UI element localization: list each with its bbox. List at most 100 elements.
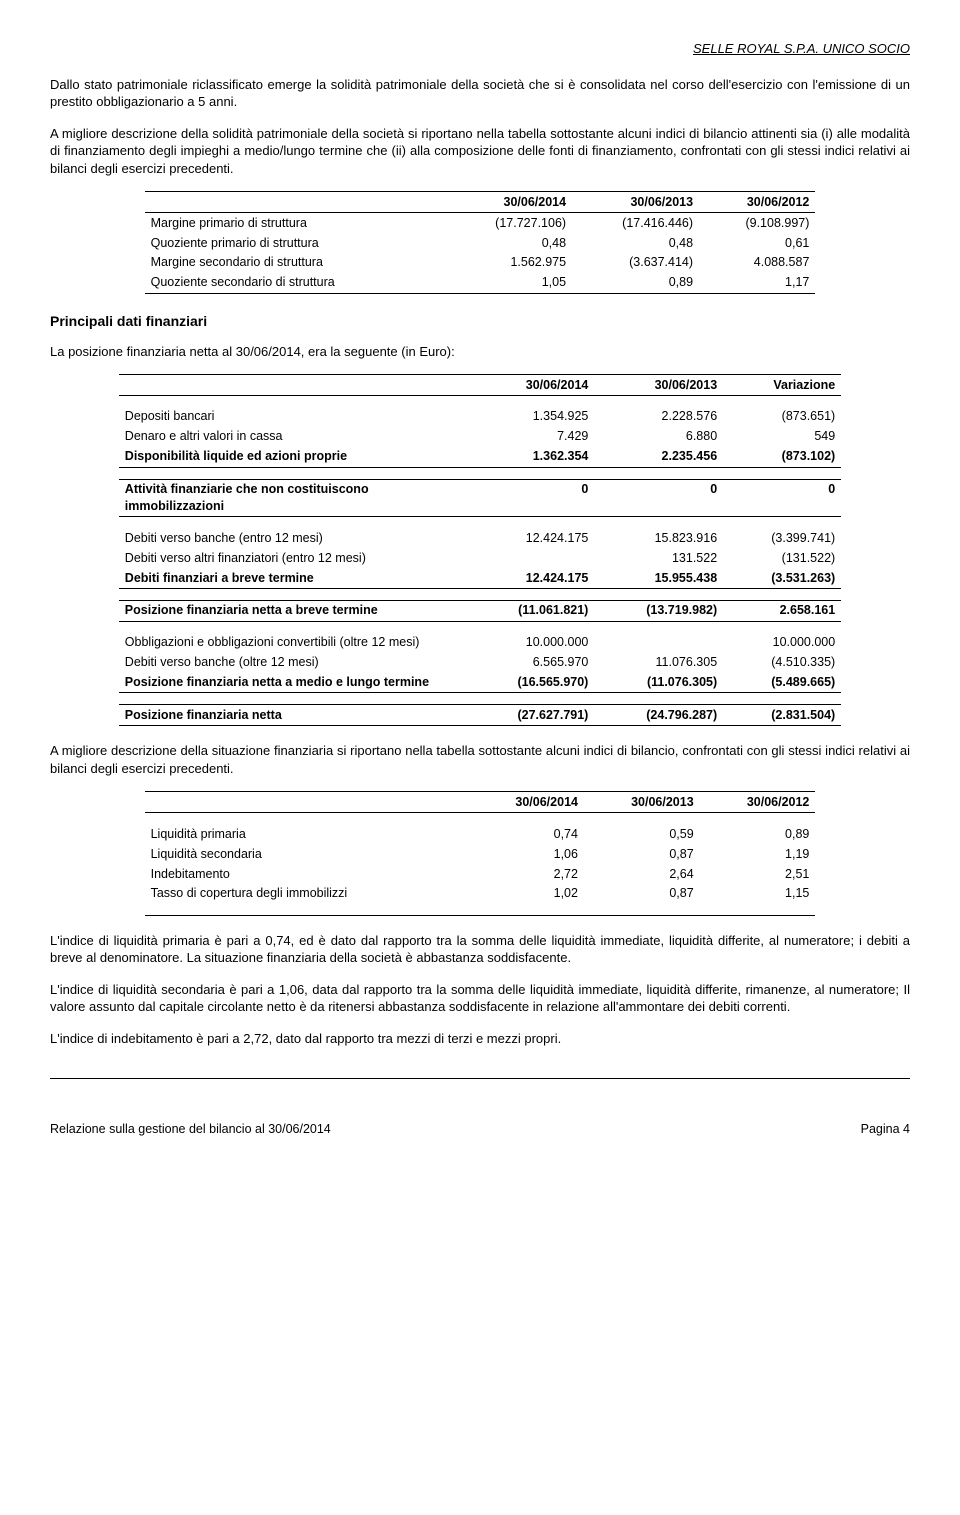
t1-r3a: 1.562.975 bbox=[445, 253, 572, 273]
t2-r8c: 2.658.161 bbox=[723, 600, 841, 621]
t3-r3a: 2,72 bbox=[468, 864, 584, 884]
t2-r1l: Depositi bancari bbox=[119, 407, 466, 427]
t2-r2b: 6.880 bbox=[594, 427, 723, 447]
t3-r4a: 1,02 bbox=[468, 884, 584, 904]
t3-h1: 30/06/2014 bbox=[468, 792, 584, 813]
t2-h2: 30/06/2013 bbox=[594, 375, 723, 396]
t2-r11a: (16.565.970) bbox=[466, 673, 595, 693]
t2-r7l: Debiti finanziari a breve termine bbox=[119, 568, 466, 588]
t1-h3: 30/06/2012 bbox=[699, 192, 815, 213]
t1-r1l: Margine primario di struttura bbox=[145, 213, 445, 233]
doc-header-company: SELLE ROYAL S.P.A. UNICO SOCIO bbox=[50, 40, 910, 58]
spacer bbox=[119, 588, 841, 600]
t3-r1b: 0,59 bbox=[584, 824, 700, 844]
t1-h-empty bbox=[145, 192, 445, 213]
t2-r10l: Debiti verso banche (oltre 12 mesi) bbox=[119, 653, 466, 673]
t1-h1: 30/06/2014 bbox=[445, 192, 572, 213]
t3-h2: 30/06/2013 bbox=[584, 792, 700, 813]
t1-r2c: 0,61 bbox=[699, 233, 815, 253]
t2-r6l: Debiti verso altri finanziatori (entro 1… bbox=[119, 548, 466, 568]
t2-r9b bbox=[594, 633, 723, 653]
t2-r4l: Attività finanziarie che non costituisco… bbox=[119, 479, 466, 517]
t2-r12l: Posizione finanziaria netta bbox=[119, 705, 466, 726]
t2-r7b: 15.955.438 bbox=[594, 568, 723, 588]
t3-r2c: 1,19 bbox=[700, 844, 816, 864]
t3-r1c: 0,89 bbox=[700, 824, 816, 844]
t3-r2a: 1,06 bbox=[468, 844, 584, 864]
spacer bbox=[119, 693, 841, 705]
t3-r1a: 0,74 bbox=[468, 824, 584, 844]
t3-h3: 30/06/2012 bbox=[700, 792, 816, 813]
footer-right: Pagina 4 bbox=[861, 1121, 910, 1138]
t2-r7a: 12.424.175 bbox=[466, 568, 595, 588]
t3-r2l: Liquidità secondaria bbox=[145, 844, 469, 864]
t1-r2a: 0,48 bbox=[445, 233, 572, 253]
t3-r3l: Indebitamento bbox=[145, 864, 469, 884]
t2-r12c: (2.831.504) bbox=[723, 705, 841, 726]
t2-r3a: 1.362.354 bbox=[466, 447, 595, 467]
t2-r12a: (27.627.791) bbox=[466, 705, 595, 726]
t2-r11c: (5.489.665) bbox=[723, 673, 841, 693]
t2-r1a: 1.354.925 bbox=[466, 407, 595, 427]
paragraph-3: La posizione finanziaria netta al 30/06/… bbox=[50, 343, 910, 361]
spacer bbox=[145, 904, 816, 916]
t3-r2b: 0,87 bbox=[584, 844, 700, 864]
table-financial-position: 30/06/2014 30/06/2013 Variazione Deposit… bbox=[119, 374, 841, 726]
t2-r6b: 131.522 bbox=[594, 548, 723, 568]
t2-r5a: 12.424.175 bbox=[466, 528, 595, 548]
t1-r4l: Quoziente secondario di struttura bbox=[145, 273, 445, 293]
t1-r3c: 4.088.587 bbox=[699, 253, 815, 273]
t2-r9a: 10.000.000 bbox=[466, 633, 595, 653]
t3-r1l: Liquidità primaria bbox=[145, 824, 469, 844]
t3-r3b: 2,64 bbox=[584, 864, 700, 884]
t1-r1b: (17.416.446) bbox=[572, 213, 699, 233]
t2-h-empty bbox=[119, 375, 466, 396]
t2-r2a: 7.429 bbox=[466, 427, 595, 447]
t2-r5c: (3.399.741) bbox=[723, 528, 841, 548]
t2-r11b: (11.076.305) bbox=[594, 673, 723, 693]
t1-r1c: (9.108.997) bbox=[699, 213, 815, 233]
section-title-financial: Principali dati finanziari bbox=[50, 312, 910, 331]
t3-r3c: 2,51 bbox=[700, 864, 816, 884]
t3-r4c: 1,15 bbox=[700, 884, 816, 904]
table-structure-indices: 30/06/2014 30/06/2013 30/06/2012 Margine… bbox=[145, 191, 816, 293]
t2-h1: 30/06/2014 bbox=[466, 375, 595, 396]
t1-r1a: (17.727.106) bbox=[445, 213, 572, 233]
t2-r1c: (873.651) bbox=[723, 407, 841, 427]
t1-r2l: Quoziente primario di struttura bbox=[145, 233, 445, 253]
t3-h-empty bbox=[145, 792, 469, 813]
t3-r4l: Tasso di copertura degli immobilizzi bbox=[145, 884, 469, 904]
paragraph-2: A migliore descrizione della solidità pa… bbox=[50, 125, 910, 178]
paragraph-5: L'indice di liquidità primaria è pari a … bbox=[50, 932, 910, 967]
t2-r9c: 10.000.000 bbox=[723, 633, 841, 653]
paragraph-6: L'indice di liquidità secondaria è pari … bbox=[50, 981, 910, 1016]
t2-r8a: (11.061.821) bbox=[466, 600, 595, 621]
spacer bbox=[145, 813, 816, 825]
paragraph-1: Dallo stato patrimoniale riclassificato … bbox=[50, 76, 910, 111]
t1-r4c: 1,17 bbox=[699, 273, 815, 293]
t1-h2: 30/06/2013 bbox=[572, 192, 699, 213]
t2-r9l: Obbligazioni e obbligazioni convertibili… bbox=[119, 633, 466, 653]
table-financial-indices: 30/06/2014 30/06/2013 30/06/2012 Liquidi… bbox=[145, 791, 816, 915]
page-footer: Relazione sulla gestione del bilancio al… bbox=[50, 1121, 910, 1138]
t2-r3b: 2.235.456 bbox=[594, 447, 723, 467]
footer-separator bbox=[50, 1078, 910, 1081]
t2-r10b: 11.076.305 bbox=[594, 653, 723, 673]
t2-r5b: 15.823.916 bbox=[594, 528, 723, 548]
t1-r4a: 1,05 bbox=[445, 273, 572, 293]
t2-r5l: Debiti verso banche (entro 12 mesi) bbox=[119, 528, 466, 548]
t2-r2c: 549 bbox=[723, 427, 841, 447]
t2-r3l: Disponibilità liquide ed azioni proprie bbox=[119, 447, 466, 467]
t2-r8b: (13.719.982) bbox=[594, 600, 723, 621]
t2-r4c: 0 bbox=[723, 479, 841, 517]
t2-r6a bbox=[466, 548, 595, 568]
paragraph-7: L'indice di indebitamento è pari a 2,72,… bbox=[50, 1030, 910, 1048]
t1-r2b: 0,48 bbox=[572, 233, 699, 253]
t2-r3c: (873.102) bbox=[723, 447, 841, 467]
t2-r4a: 0 bbox=[466, 479, 595, 517]
t2-r8l: Posizione finanziaria netta a breve term… bbox=[119, 600, 466, 621]
t1-r3l: Margine secondario di struttura bbox=[145, 253, 445, 273]
spacer bbox=[119, 395, 841, 407]
spacer bbox=[119, 621, 841, 633]
t2-r11l: Posizione finanziaria netta a medio e lu… bbox=[119, 673, 466, 693]
